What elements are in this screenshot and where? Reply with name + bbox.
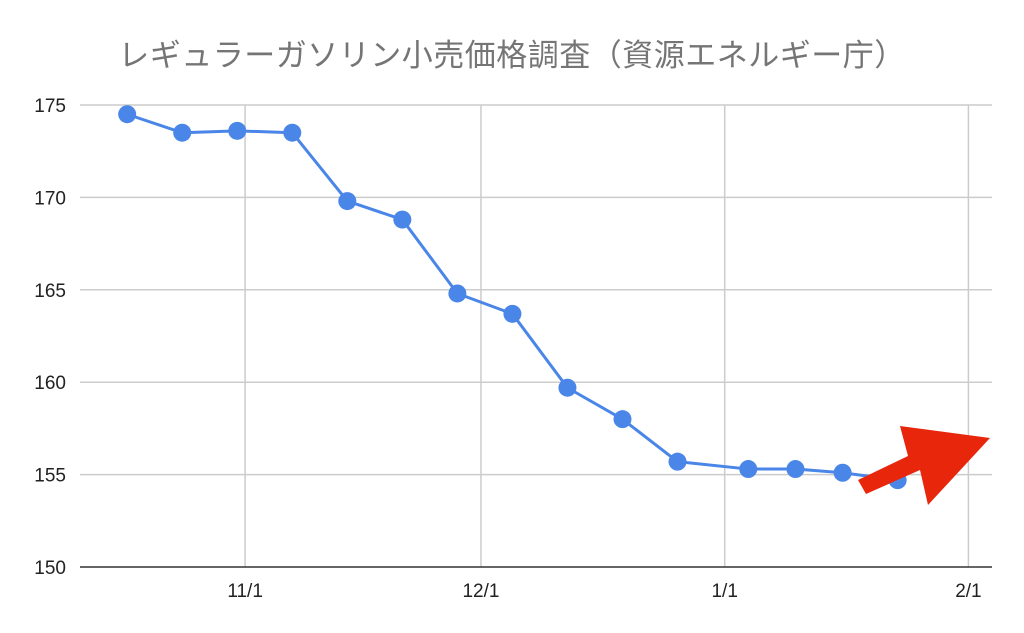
- data-point: [338, 192, 357, 211]
- data-point: [118, 105, 137, 124]
- y-tick-label: 165: [34, 281, 66, 302]
- y-tick-label: 150: [34, 558, 66, 579]
- y-tick-label: 155: [34, 466, 66, 487]
- data-point: [613, 410, 632, 429]
- data-point: [739, 460, 758, 479]
- y-tick-label: 175: [34, 96, 66, 117]
- data-point: [173, 123, 192, 142]
- data-point: [283, 123, 302, 142]
- data-point: [668, 452, 687, 471]
- data-point: [558, 378, 577, 397]
- y-tick-label: 170: [34, 188, 66, 209]
- data-point: [503, 304, 522, 323]
- series-line: [126, 112, 898, 482]
- data-point: [786, 460, 805, 479]
- x-tick-label: 12/1: [462, 581, 499, 602]
- x-tick-label: 2/1: [955, 581, 981, 602]
- data-point: [393, 210, 412, 229]
- data-point: [448, 284, 467, 303]
- x-tick-label: 11/1: [227, 581, 263, 602]
- data-point: [228, 121, 247, 140]
- data-point: [833, 463, 852, 482]
- trend-arrow-icon: [858, 426, 990, 505]
- y-tick-label: 160: [34, 373, 66, 394]
- chart-title: レギュラーガソリン小売価格調査（資源エネルギー庁）: [118, 38, 906, 74]
- x-tick-label: 1/1: [711, 581, 737, 602]
